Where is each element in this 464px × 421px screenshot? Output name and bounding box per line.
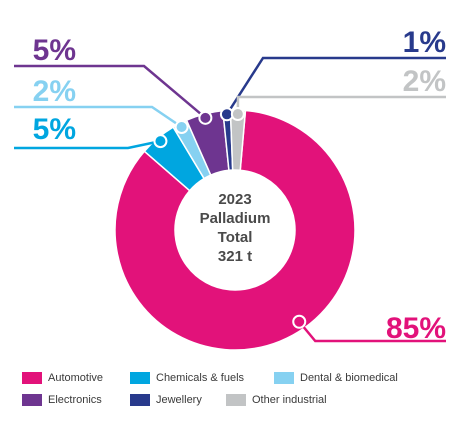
donut-slices [114, 109, 356, 351]
percent-label-dental-and-biomedical: 2% [33, 75, 76, 108]
legend-item-other: Other industrial [226, 394, 327, 406]
leader-line-jewellery [225, 56, 446, 115]
leader-line-electronics [14, 64, 207, 119]
percent-label-chemicals-and-fuels: 5% [33, 113, 76, 146]
leader-dot-automotive [292, 314, 307, 329]
legend-label-automotive: Automotive [48, 372, 104, 384]
leader-dot-dental-and-biomedical [174, 120, 189, 135]
center-label-amount: 321 t [218, 248, 252, 265]
center-label-total: Total [218, 229, 253, 246]
leader-dot-chemicals-and-fuels [153, 134, 168, 149]
legend-swatch-electronics [22, 394, 42, 406]
legend-label-electronics: Electronics [48, 394, 102, 406]
center-label: 2023 Palladium Total 321 t [200, 191, 271, 265]
leader-line-other-industrial [236, 95, 446, 115]
legend-item-chemicals: Chemicals & fuels [130, 372, 244, 384]
percent-label-other-industrial: 2% [403, 65, 446, 98]
legend-item-dental: Dental & biomedical [274, 372, 398, 384]
center-label-metal: Palladium [200, 210, 271, 227]
legend-swatch-dental [274, 372, 294, 384]
leader-dot-other-industrial [230, 107, 245, 122]
percentage-labels: 85% 5% 2% 5% 1% 2% [33, 26, 446, 345]
legend-item-jewellery: Jewellery [130, 394, 202, 406]
legend-swatch-chemicals [130, 372, 150, 384]
legend-label-dental: Dental & biomedical [300, 372, 398, 384]
legend-swatch-automotive [22, 372, 42, 384]
slice-automotive [114, 109, 356, 351]
legend-item-electronics: Electronics [22, 394, 102, 406]
leader-line-chemicals-and-fuels [14, 139, 161, 150]
donut-hole [176, 171, 294, 289]
legend-label-jewellery: Jewellery [156, 394, 202, 406]
percent-label-automotive: 85% [386, 312, 446, 345]
legend-swatch-jewellery [130, 394, 150, 406]
legend-swatch-other [226, 394, 246, 406]
legend-label-chemicals: Chemicals & fuels [156, 372, 245, 384]
legend-item-automotive: Automotive [22, 372, 103, 384]
leader-lines [14, 56, 446, 343]
center-label-year: 2023 [218, 191, 251, 208]
leader-line-automotive [298, 320, 446, 343]
legend-label-other: Other industrial [252, 394, 327, 406]
leader-line-dental-and-biomedical [14, 105, 183, 129]
leader-dot-electronics [198, 110, 213, 125]
percent-label-electronics: 5% [33, 34, 76, 67]
percent-label-jewellery: 1% [403, 26, 446, 59]
